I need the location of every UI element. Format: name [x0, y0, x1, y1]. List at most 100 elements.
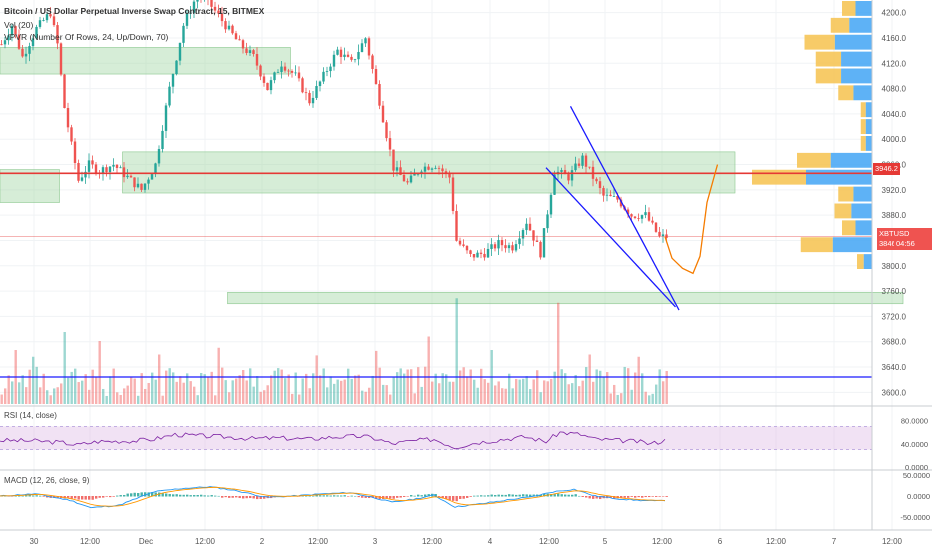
volume-bar: [56, 387, 59, 404]
candle-body: [318, 81, 322, 87]
macd-histogram-bar: [217, 495, 220, 497]
macd-indicator-label[interactable]: MACD (12, 26, close, 9): [4, 476, 90, 485]
candle-body: [17, 34, 21, 49]
rsi-indicator-label[interactable]: RSI (14, close): [4, 411, 57, 420]
time-tick-label: 7: [832, 537, 837, 546]
macd-histogram-bar: [410, 495, 413, 497]
macd-histogram-bar: [427, 494, 430, 497]
volume-bar: [249, 368, 252, 404]
candle-body: [280, 66, 283, 73]
macd-histogram-bar: [585, 496, 588, 498]
macd-histogram-bar: [396, 496, 399, 498]
volume-bar: [88, 389, 91, 404]
vpvr-up-bar: [860, 102, 866, 118]
candle-body: [224, 21, 227, 30]
candle-body: [490, 244, 493, 249]
support-resistance-zones: [0, 47, 904, 305]
volume-bar: [193, 386, 196, 404]
candle-body: [385, 122, 388, 139]
candle-body: [395, 167, 399, 171]
candle-body: [563, 170, 567, 175]
candle-body: [483, 253, 486, 258]
volume-bar: [287, 374, 290, 404]
volume-bar: [245, 380, 248, 404]
projection-path: [664, 164, 719, 275]
vpvr-down-bar: [806, 169, 872, 185]
macd-histogram-bar: [466, 496, 469, 498]
macd-histogram-bar: [14, 495, 17, 497]
candle-body: [518, 238, 521, 245]
candle-body: [588, 166, 591, 168]
candle-body: [227, 25, 231, 30]
volume-bar: [564, 373, 567, 404]
volume-bar: [273, 370, 276, 404]
volume-bar: [277, 368, 280, 404]
candle-body: [14, 26, 17, 35]
candle-body: [143, 183, 147, 190]
candle-body: [38, 20, 42, 27]
macd-histogram-bar: [651, 496, 654, 497]
volume-bar: [347, 368, 350, 404]
volume-bar: [543, 380, 546, 404]
candle-body: [430, 168, 434, 170]
candle-body: [94, 164, 98, 173]
candle-body: [35, 26, 38, 39]
volume-bar: [644, 391, 647, 404]
volume-bar: [609, 393, 612, 404]
volume-bar: [340, 380, 343, 404]
macd-histogram-bar: [504, 494, 507, 497]
macd-histogram-bar: [532, 494, 535, 497]
candle-body: [570, 170, 574, 181]
volume-bar: [182, 382, 185, 404]
time-tick-label: 5: [603, 537, 608, 546]
vpvr-up-bar: [842, 220, 856, 236]
macd-histogram-bar: [256, 496, 259, 500]
volume-bar: [235, 378, 238, 404]
candle-body: [248, 50, 252, 53]
volume-bar: [161, 395, 164, 404]
macd-histogram-bar: [347, 496, 350, 497]
macd-histogram-bar: [595, 496, 598, 499]
volume-bar: [585, 367, 588, 404]
macd-histogram-bar: [399, 496, 402, 498]
candle-body: [49, 14, 52, 17]
macd-histogram-bar: [658, 496, 661, 497]
time-tick-label: 12:00: [308, 537, 329, 546]
macd-histogram-bar: [459, 496, 462, 499]
volume-bar: [165, 370, 168, 404]
volume-bar: [403, 373, 406, 404]
macd-signal-line: [0, 486, 666, 507]
price-tick-label: 3600.0: [882, 388, 907, 397]
volume-bar: [221, 367, 224, 404]
candle-body: [549, 194, 553, 215]
vpvr-up-bar: [815, 68, 842, 84]
volume-bar: [648, 395, 651, 404]
candle-body: [581, 155, 584, 166]
candle-body: [640, 215, 644, 219]
vpvr-indicator-label[interactable]: VPVR (Number Of Rows, 24, Up/Down, 70): [4, 32, 169, 42]
volume-bar: [18, 382, 21, 404]
candle-body: [437, 167, 441, 169]
trendline-drawings[interactable]: [545, 106, 719, 311]
candle-body: [630, 214, 633, 217]
price-tick-label: 4040.0: [882, 110, 907, 119]
candle-body: [532, 230, 535, 241]
macd-histogram-bar: [84, 496, 87, 500]
volume-indicator-label[interactable]: Vol (20): [4, 20, 34, 30]
macd-histogram-bar: [186, 494, 189, 497]
macd-histogram-bar: [322, 495, 325, 497]
volume-bar: [102, 388, 105, 404]
macd-histogram-bar: [364, 496, 367, 498]
vpvr-down-bar: [853, 186, 872, 202]
macd-histogram-bar: [539, 494, 542, 497]
volume-bar: [95, 376, 98, 404]
volume-bar: [67, 377, 70, 404]
macd-histogram-bar: [560, 494, 563, 497]
candle-body: [262, 76, 266, 83]
candle-body: [59, 43, 63, 75]
macd-histogram-bar: [599, 496, 602, 500]
macd-histogram-bar: [462, 496, 465, 499]
macd-histogram-bar: [574, 494, 577, 497]
volume-bar: [266, 385, 269, 404]
